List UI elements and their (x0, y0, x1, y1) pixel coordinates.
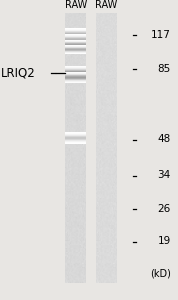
Bar (65, 68, 86, 69)
Bar (65, 69, 86, 70)
Bar (65, 72, 86, 73)
Bar (65, 34, 86, 35)
Text: RAW: RAW (95, 0, 117, 10)
Text: 26: 26 (158, 203, 171, 214)
Bar (65, 77, 86, 78)
Text: (kD): (kD) (150, 268, 171, 278)
Bar (65, 73, 86, 74)
Bar (65, 79, 86, 80)
Text: RAW: RAW (64, 0, 87, 10)
Bar (65, 67, 86, 68)
Bar (65, 32, 86, 33)
Bar (65, 33, 86, 34)
Bar (65, 76, 86, 77)
Bar (65, 30, 86, 31)
Bar (65, 78, 86, 79)
Text: 85: 85 (158, 64, 171, 74)
Bar (65, 66, 86, 67)
Bar (65, 28, 86, 29)
Bar (65, 39, 86, 40)
Bar (65, 31, 86, 32)
Bar (65, 71, 86, 72)
Text: LRIQ2: LRIQ2 (1, 66, 36, 79)
Bar (65, 29, 86, 30)
Bar (65, 70, 86, 71)
Bar (65, 35, 86, 36)
Bar (65, 74, 86, 75)
Bar (65, 75, 86, 76)
Bar (65, 37, 86, 38)
Bar (65, 40, 86, 41)
Bar (65, 38, 86, 39)
Text: 48: 48 (158, 134, 171, 145)
Text: 19: 19 (158, 236, 171, 247)
Bar (65, 36, 86, 37)
Text: 117: 117 (151, 29, 171, 40)
Text: 34: 34 (158, 170, 171, 181)
